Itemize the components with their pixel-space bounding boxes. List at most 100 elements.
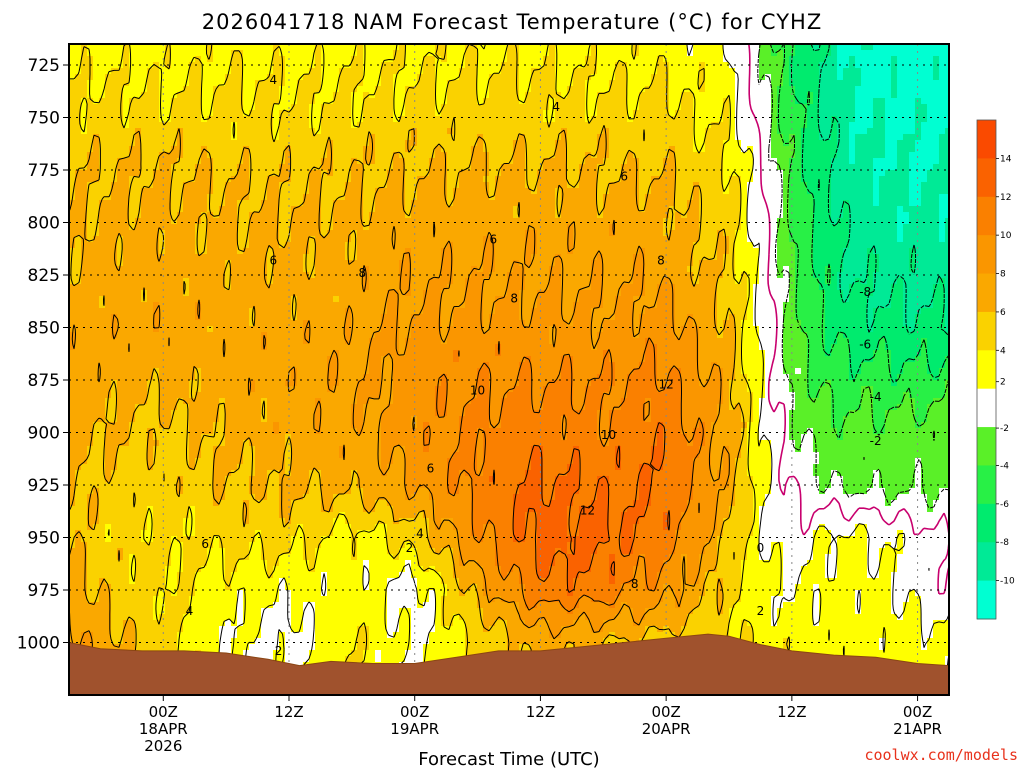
field-cell	[297, 296, 304, 303]
field-cell	[189, 644, 196, 651]
field-cell	[261, 170, 268, 177]
field-cell	[339, 524, 346, 531]
field-cell	[147, 458, 154, 465]
field-cell	[171, 308, 178, 315]
field-cell	[159, 332, 166, 339]
field-cell	[255, 230, 262, 237]
field-cell	[171, 416, 178, 423]
field-cell	[255, 512, 262, 519]
field-cell	[153, 386, 160, 393]
field-cell	[105, 98, 112, 105]
field-cell	[99, 434, 106, 441]
field-cell	[141, 338, 148, 345]
field-cell	[333, 362, 340, 369]
field-cell	[315, 464, 322, 471]
field-cell	[339, 542, 346, 549]
field-cell	[255, 236, 262, 243]
field-cell	[291, 74, 298, 81]
field-cell	[273, 608, 280, 615]
field-cell	[237, 56, 244, 63]
field-cell	[255, 536, 262, 543]
field-cell	[159, 632, 166, 639]
field-cell	[327, 158, 334, 165]
field-cell	[117, 476, 124, 483]
field-cell	[171, 404, 178, 411]
field-cell	[159, 440, 166, 447]
field-cell	[285, 602, 292, 609]
field-cell	[99, 620, 106, 627]
field-cell	[273, 290, 280, 297]
field-cell	[255, 212, 262, 219]
field-cell	[147, 494, 154, 501]
field-cell	[171, 464, 178, 471]
field-cell	[291, 68, 298, 75]
field-cell	[111, 50, 118, 57]
field-cell	[165, 80, 172, 87]
field-cell	[117, 224, 124, 231]
field-cell	[213, 134, 220, 141]
field-cell	[87, 122, 94, 129]
field-cell	[129, 170, 136, 177]
field-cell	[111, 566, 118, 573]
field-cell	[327, 182, 334, 189]
field-cell	[123, 584, 130, 591]
field-cell	[243, 104, 250, 111]
field-cell	[93, 308, 100, 315]
field-cell	[249, 218, 256, 225]
field-cell	[81, 218, 88, 225]
field-cell	[159, 314, 166, 321]
field-cell	[117, 248, 124, 255]
field-cell	[195, 278, 202, 285]
field-cell	[255, 440, 262, 447]
field-cell	[81, 566, 88, 573]
field-cell	[249, 242, 256, 249]
field-cell	[69, 374, 76, 381]
field-cell	[93, 614, 100, 621]
field-cell	[333, 296, 340, 303]
field-cell	[297, 182, 304, 189]
field-cell	[303, 368, 310, 375]
field-cell	[153, 632, 160, 639]
field-cell	[189, 200, 196, 207]
field-cell	[81, 326, 88, 333]
field-cell	[309, 494, 316, 501]
field-cell	[273, 524, 280, 531]
field-cell	[69, 320, 76, 327]
field-cell	[225, 200, 232, 207]
field-cell	[213, 584, 220, 591]
field-cell	[141, 500, 148, 507]
field-cell	[171, 446, 178, 453]
field-cell	[243, 278, 250, 285]
field-cell	[93, 554, 100, 561]
field-cell	[129, 590, 136, 597]
field-cell	[315, 458, 322, 465]
field-cell	[87, 164, 94, 171]
field-cell	[183, 314, 190, 321]
field-cell	[153, 620, 160, 627]
field-cell	[249, 164, 256, 171]
field-cell	[69, 284, 76, 291]
field-cell	[249, 56, 256, 63]
field-cell	[237, 188, 244, 195]
field-cell	[237, 254, 244, 261]
field-cell	[261, 482, 268, 489]
field-cell	[261, 140, 268, 147]
field-cell	[243, 572, 250, 579]
field-cell	[219, 302, 226, 309]
field-cell	[117, 182, 124, 189]
field-cell	[117, 86, 124, 93]
field-cell	[249, 206, 256, 213]
field-cell	[219, 350, 226, 357]
field-cell	[123, 122, 130, 129]
field-cell	[159, 488, 166, 495]
field-cell	[237, 548, 244, 555]
field-cell	[279, 434, 286, 441]
field-cell	[273, 128, 280, 135]
field-cell	[159, 602, 166, 609]
field-cell	[219, 512, 226, 519]
field-cell	[291, 200, 298, 207]
field-cell	[267, 506, 274, 513]
field-cell	[255, 368, 262, 375]
field-cell	[111, 410, 118, 417]
field-cell	[87, 464, 94, 471]
